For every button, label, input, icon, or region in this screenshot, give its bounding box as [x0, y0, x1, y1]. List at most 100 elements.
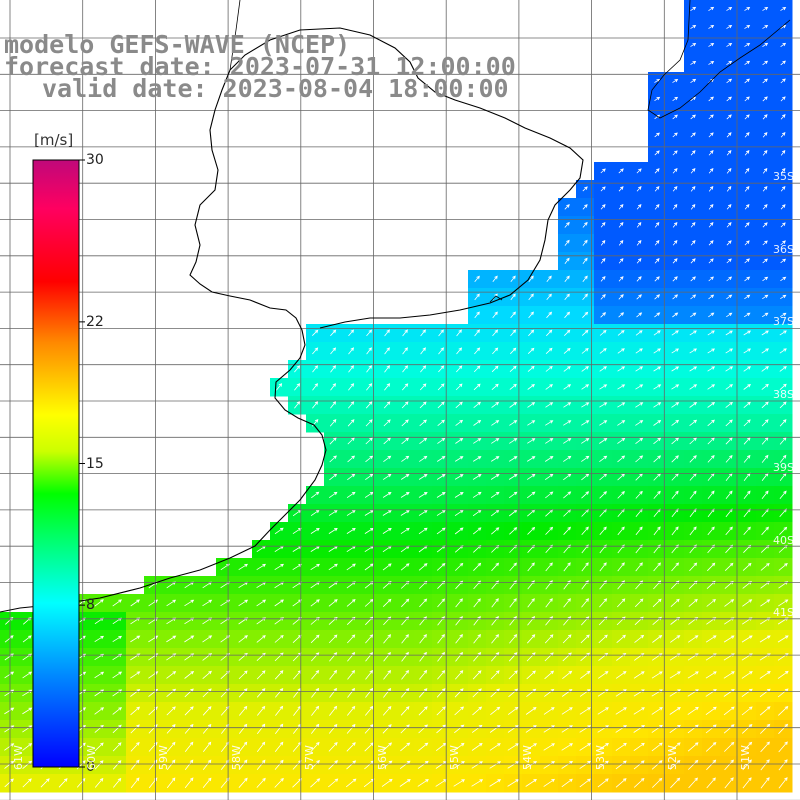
- wind-arrow: [545, 384, 553, 390]
- wind-arrow: [347, 634, 356, 644]
- wind-arrow: [294, 401, 301, 409]
- wind-arrow: [723, 706, 735, 716]
- wind-arrow: [672, 276, 678, 282]
- wind-arrow: [726, 240, 732, 246]
- wind-arrow: [708, 276, 714, 282]
- wind-arrow: [653, 330, 661, 336]
- wind-arrow: [780, 149, 786, 156]
- wind-arrow: [473, 438, 482, 444]
- wind-arrow: [618, 204, 624, 210]
- wind-arrow: [184, 759, 194, 771]
- wind-arrow: [759, 671, 771, 679]
- wind-arrow: [672, 312, 679, 318]
- wind-arrow: [744, 24, 751, 29]
- wind-arrow: [545, 402, 554, 408]
- wind-arrow: [329, 419, 337, 427]
- wind-arrow: [256, 759, 266, 770]
- wind-arrow: [760, 562, 770, 571]
- wind-arrow: [471, 761, 483, 769]
- wind-arrow: [455, 651, 464, 662]
- wind-arrow: [545, 420, 554, 426]
- wind-arrow: [705, 742, 717, 752]
- wind-arrow: [166, 759, 176, 771]
- wind-arrow: [454, 706, 465, 716]
- wind-arrow: [723, 635, 735, 643]
- wind-arrow: [491, 401, 500, 408]
- wind-arrow: [346, 723, 356, 734]
- wind-arrow: [708, 24, 715, 29]
- wind-arrow: [742, 777, 752, 789]
- wind-arrow: [294, 383, 301, 391]
- wind-arrow: [652, 777, 663, 788]
- wind-arrow: [780, 96, 786, 102]
- wind-arrow: [669, 742, 681, 752]
- wind-arrow: [328, 527, 338, 534]
- wind-arrow: [94, 635, 105, 643]
- wind-arrow: [564, 221, 570, 228]
- wind-arrow: [527, 598, 535, 608]
- wind-arrow: [22, 635, 32, 643]
- wind-arrow: [22, 760, 33, 770]
- wind-arrow: [473, 652, 482, 662]
- wind-arrow: [706, 777, 716, 789]
- wind-arrow: [689, 348, 697, 354]
- wind-arrow: [581, 366, 589, 372]
- wind-arrow: [779, 383, 787, 391]
- wind-arrow: [744, 6, 751, 11]
- wind-arrow: [383, 687, 392, 698]
- wind-arrow: [671, 348, 679, 354]
- wind-arrow: [563, 384, 572, 390]
- wind-arrow: [564, 311, 571, 319]
- wind-arrow: [490, 706, 501, 716]
- wind-arrow: [743, 330, 752, 336]
- wind-arrow: [780, 78, 786, 84]
- wind-arrow: [437, 598, 446, 608]
- wind-arrow: [617, 526, 625, 536]
- wind-arrow: [779, 312, 787, 318]
- wind-arrow: [528, 329, 535, 337]
- wind-arrow: [509, 365, 517, 372]
- wind-arrow: [705, 635, 717, 643]
- wind-arrow: [491, 527, 500, 535]
- wind-arrow: [615, 671, 627, 679]
- wind-arrow: [580, 634, 590, 644]
- wind-arrow: [600, 222, 606, 228]
- wind-arrow: [564, 275, 570, 283]
- wind-arrow: [654, 132, 660, 138]
- wind-arrow: [726, 6, 733, 11]
- wind-arrow: [669, 707, 681, 715]
- wind-arrow: [400, 687, 410, 698]
- wind-arrow: [671, 437, 680, 445]
- wind-arrow: [527, 438, 536, 444]
- wind-arrow: [708, 60, 715, 65]
- wind-arrow: [761, 401, 769, 409]
- wind-arrow: [723, 724, 735, 734]
- wind-arrow: [654, 312, 661, 318]
- wind-arrow: [561, 743, 574, 751]
- wind-arrow: [384, 365, 391, 373]
- wind-arrow: [778, 723, 789, 734]
- wind-arrow: [706, 598, 716, 607]
- wind-arrow: [490, 491, 500, 499]
- wind-arrow: [742, 599, 753, 607]
- wind-arrow: [780, 42, 787, 48]
- wind-arrow: [94, 724, 104, 733]
- wind-arrow: [726, 185, 732, 192]
- lat-label: 39S: [773, 460, 794, 474]
- wind-arrow: [545, 365, 553, 372]
- wind-arrow: [599, 455, 608, 463]
- wind-arrow: [618, 186, 624, 192]
- wind-arrow: [581, 420, 590, 426]
- wind-arrow: [742, 741, 753, 752]
- wind-arrow: [366, 347, 372, 355]
- wind-arrow: [762, 60, 769, 66]
- wind-arrow: [166, 723, 176, 734]
- wind-arrow: [690, 294, 697, 300]
- wind-arrow: [778, 759, 788, 771]
- wind-arrow: [689, 366, 698, 372]
- wind-arrow: [672, 96, 679, 102]
- colorbar-label-15: 15: [86, 455, 104, 472]
- wind-arrow: [383, 419, 391, 427]
- wind-arrow: [582, 311, 589, 318]
- wind-arrow: [654, 240, 660, 246]
